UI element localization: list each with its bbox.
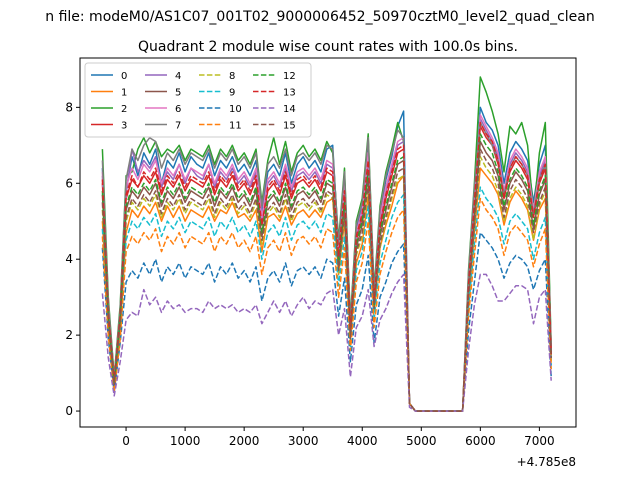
- legend-label-1: 1: [121, 88, 127, 99]
- y-axis: 0 2 4 6 8: [65, 100, 80, 418]
- y-tick-label: 2: [65, 328, 73, 342]
- x-tick-label: 1000: [170, 434, 201, 448]
- x-tick-label: 5000: [406, 434, 437, 448]
- x-tick-label: 2000: [229, 434, 260, 448]
- legend-label-5: 5: [175, 88, 181, 99]
- legend-label-13: 13: [283, 88, 296, 99]
- y-tick-label: 8: [65, 100, 73, 114]
- legend-label-14: 14: [283, 104, 296, 115]
- series-line-15: [101, 148, 552, 412]
- x-tick-label: 0: [122, 434, 130, 448]
- series-line-13: [101, 121, 552, 412]
- series-line-10: [101, 231, 552, 412]
- x-tick-label: 4000: [347, 434, 378, 448]
- series-line-2: [101, 76, 552, 412]
- legend-label-11: 11: [229, 121, 242, 132]
- legend-label-2: 2: [121, 104, 127, 115]
- legend-label-0: 0: [121, 71, 127, 82]
- y-tick-label: 0: [65, 404, 73, 418]
- figure-suptitle: n file: modeM0/AS1C07_001T02_9000006452_…: [45, 9, 594, 25]
- chart-title: Quadrant 2 module wise count rates with …: [138, 39, 518, 55]
- legend-label-9: 9: [229, 88, 235, 99]
- x-axis: 0 1000 2000 3000 4000 5000 6000 7000: [122, 427, 555, 448]
- legend-label-3: 3: [121, 121, 127, 132]
- legend-label-8: 8: [229, 71, 235, 82]
- plot-area: [101, 76, 552, 412]
- legend-box: [84, 62, 312, 138]
- legend-label-6: 6: [175, 104, 181, 115]
- y-tick-label: 6: [65, 176, 73, 190]
- x-tick-label: 3000: [288, 434, 319, 448]
- legend-label-15: 15: [283, 121, 296, 132]
- legend-label-12: 12: [283, 71, 296, 82]
- legend-label-10: 10: [229, 104, 242, 115]
- legend-label-7: 7: [175, 121, 181, 132]
- series-line-8: [101, 155, 552, 412]
- x-tick-label: 7000: [524, 434, 555, 448]
- y-tick-label: 4: [65, 252, 73, 266]
- series-line-14: [101, 273, 552, 412]
- x-tick-label: 6000: [465, 434, 496, 448]
- legend-label-4: 4: [175, 71, 181, 82]
- axes-frame: [79, 57, 577, 428]
- series-line-9: [101, 186, 552, 412]
- series-line-12: [101, 133, 552, 412]
- x-axis-offset-label: +4.785e8: [517, 455, 576, 469]
